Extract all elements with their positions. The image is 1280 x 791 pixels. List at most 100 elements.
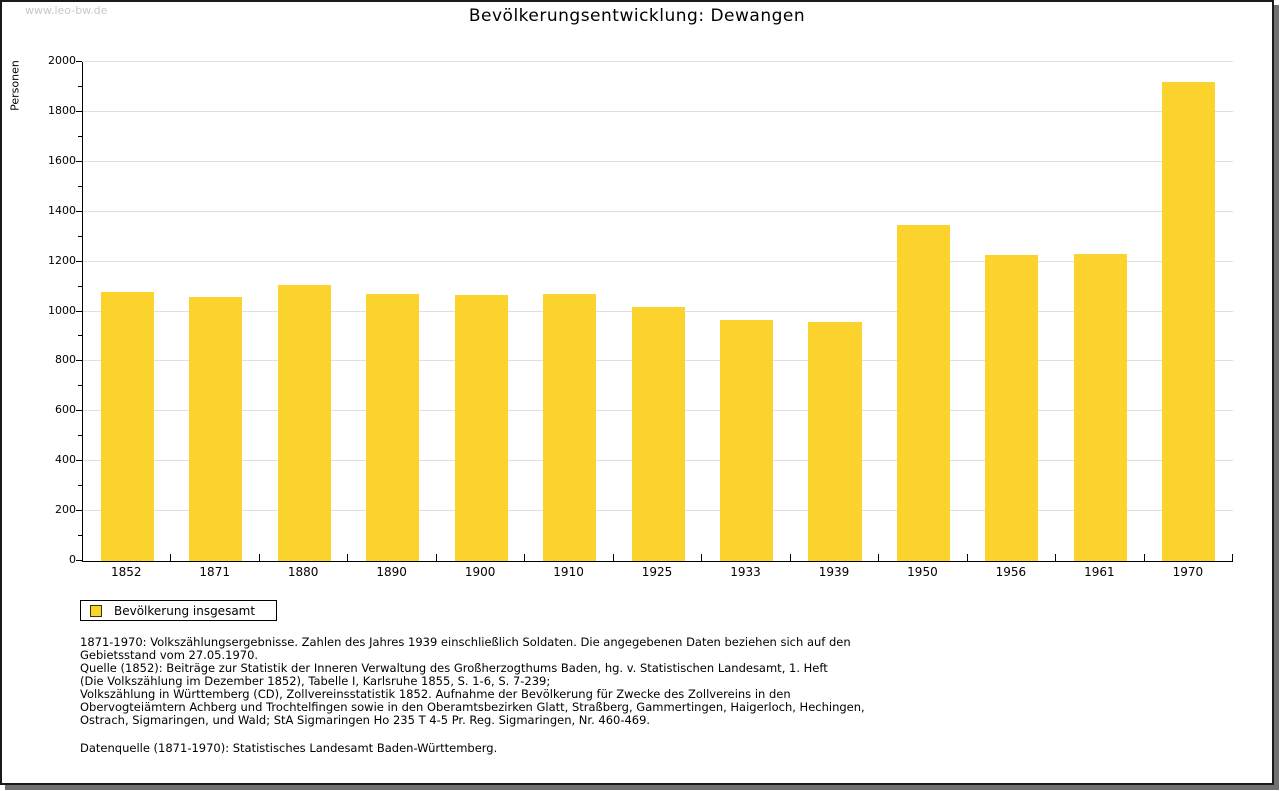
x-boundary-tick-4 — [435, 554, 437, 561]
bar-slot-1852 — [83, 62, 171, 561]
x-tick-label-1956: 1956 — [995, 565, 1027, 579]
bar-slot-1900 — [437, 62, 525, 561]
chart-title: Bevölkerungsentwicklung: Dewangen — [468, 6, 806, 26]
gridline-2000 — [83, 61, 1233, 62]
x-tick-label-1933: 1933 — [730, 565, 761, 579]
bar-1939 — [808, 322, 862, 561]
x-boundary-tick-11 — [1055, 554, 1057, 561]
footnote-line-2: Gebietsstand vom 27.05.1970. — [80, 648, 259, 662]
y-tick-label-2000: 2000 — [48, 54, 76, 67]
y-major-tick-2000 — [76, 61, 82, 62]
gridline-1600 — [83, 160, 1233, 162]
x-boundary-tick-8 — [789, 554, 791, 561]
y-major-tick-1800 — [76, 110, 82, 112]
y-major-tick-1600 — [76, 160, 82, 162]
bar-slot-1910 — [525, 62, 613, 561]
bar-series — [83, 62, 1233, 561]
footnote-line-5: Volkszählung in Württemberg (CD), Zollve… — [80, 687, 791, 701]
x-tick-label-1880: 1880 — [287, 565, 319, 579]
y-major-tick-1200 — [76, 260, 82, 262]
legend-swatch — [90, 604, 102, 617]
bar-1910 — [543, 294, 597, 561]
footnote-text: 1871-1970: Volkszählungsergebnisse. Zahl… — [80, 636, 865, 727]
bar-slot-1950 — [879, 62, 967, 561]
y-tick-label-800: 800 — [55, 353, 76, 367]
x-tick-label-1939: 1939 — [818, 565, 850, 579]
x-tick-label-1900: 1900 — [464, 565, 496, 579]
x-boundary-tick-5 — [524, 554, 526, 561]
bar-1925 — [631, 307, 685, 561]
x-boundary-tick-6 — [612, 554, 614, 561]
bar-slot-1970 — [1145, 62, 1233, 561]
gridline-1800 — [83, 110, 1233, 112]
footnote-line-4: (Die Volkszählung im Dezember 1852), Tab… — [80, 674, 551, 688]
footnote-line-6: Obervogteiämtern Achberg und Trochtelfin… — [80, 700, 865, 714]
y-axis-tick-labels: 0 200 400 600 800 1000 1200 1400 1600 1800 2000 — [2, 55, 76, 566]
legend-box: Bevölkerung insgesamt — [80, 600, 277, 621]
y-minor-tick-100 — [78, 535, 82, 537]
bar-slot-1939 — [791, 62, 879, 561]
y-major-tick-0 — [76, 560, 82, 561]
bar-1970 — [1162, 82, 1216, 561]
bar-1900 — [454, 295, 508, 561]
x-tick-label-1871: 1871 — [199, 565, 230, 579]
bar-1852 — [100, 292, 154, 561]
x-tick-label-1970: 1970 — [1172, 565, 1204, 579]
y-major-tick-200 — [76, 510, 82, 512]
y-minor-tick-1100 — [78, 285, 82, 287]
y-tick-label-1800: 1800 — [48, 103, 76, 117]
y-tick-label-1200: 1200 — [48, 253, 76, 267]
y-tick-label-1400: 1400 — [48, 203, 76, 217]
bar-slot-1925 — [614, 62, 702, 561]
y-major-tick-600 — [76, 410, 82, 412]
y-major-tick-1400 — [76, 210, 82, 212]
x-tick-label-1925: 1925 — [641, 565, 673, 579]
footnote-line-7: Ostrach, Sigmaringen, und Wald; StA Sigm… — [80, 713, 651, 727]
y-major-tick-400 — [76, 460, 82, 462]
x-boundary-tick-10 — [966, 554, 968, 561]
bar-1961 — [1073, 254, 1127, 561]
x-boundary-tick-2 — [258, 554, 260, 561]
watermark-url: www.leo-bw.de — [25, 4, 108, 17]
bar-slot-1871 — [171, 62, 259, 561]
x-tick-label-1890: 1890 — [376, 565, 407, 579]
y-tick-label-0: 0 — [69, 553, 76, 566]
bar-slot-1890 — [348, 62, 436, 561]
footnote-line-1: 1871-1970: Volkszählungsergebnisse. Zahl… — [80, 635, 851, 649]
x-boundary-tick-1 — [170, 554, 172, 561]
x-boundary-tick-3 — [347, 554, 349, 561]
y-tick-label-600: 600 — [55, 403, 76, 417]
x-tick-label-1961: 1961 — [1084, 565, 1115, 579]
bar-1871 — [189, 297, 243, 561]
bar-1880 — [277, 285, 331, 561]
y-minor-tick-500 — [78, 435, 82, 437]
x-boundary-tick-9 — [878, 554, 880, 561]
y-minor-tick-1700 — [78, 135, 82, 137]
gridline-1200 — [83, 260, 1233, 262]
bar-1933 — [719, 320, 774, 561]
bar-1890 — [366, 294, 420, 561]
x-boundary-tick-13 — [1232, 554, 1233, 561]
legend-label: Bevölkerung insgesamt — [114, 603, 256, 618]
y-minor-tick-700 — [78, 385, 82, 387]
gridline-1400 — [83, 210, 1233, 212]
x-boundary-tick-7 — [701, 554, 703, 561]
datasource-note: Datenquelle (1871-1970): Statistisches L… — [80, 741, 498, 755]
y-tick-label-1600: 1600 — [48, 153, 76, 167]
bar-slot-1961 — [1056, 62, 1144, 561]
y-tick-label-1000: 1000 — [48, 303, 76, 317]
y-tick-label-200: 200 — [55, 503, 76, 517]
y-minor-tick-1900 — [78, 85, 82, 87]
plot-area — [76, 61, 1233, 562]
bar-1950 — [896, 225, 950, 561]
x-boundary-tick-12 — [1143, 554, 1145, 561]
bar-1956 — [985, 255, 1039, 561]
y-minor-tick-1300 — [78, 235, 82, 237]
bar-slot-1880 — [260, 62, 348, 561]
bar-slot-1956 — [968, 62, 1056, 561]
x-tick-label-1950: 1950 — [907, 565, 938, 579]
y-tick-label-400: 400 — [55, 453, 76, 467]
x-tick-label-1910: 1910 — [553, 565, 584, 579]
x-axis-tick-labels: 1852 1871 1880 1890 1900 1910 1925 1933 1939 1950… — [82, 565, 1232, 579]
